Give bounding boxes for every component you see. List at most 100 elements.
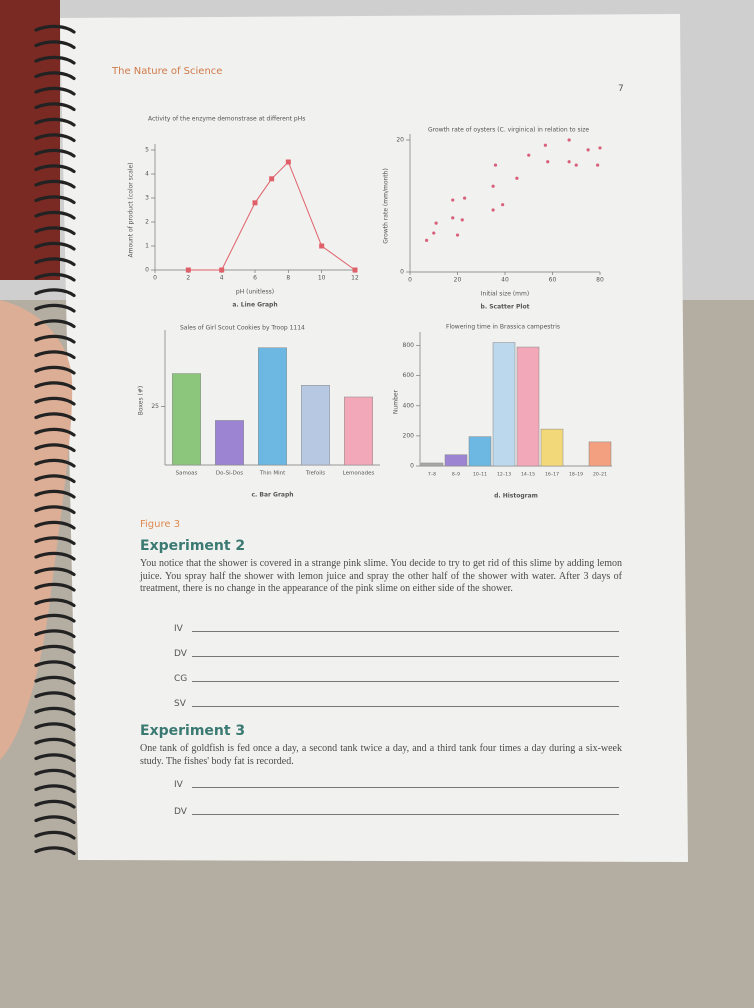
coil [34,179,76,189]
answer-line: SV [174,699,619,709]
x-tick-label: 8 [286,275,290,282]
coil [34,722,76,732]
x-tick-label: 14–15 [521,472,535,478]
scatter-point [596,163,600,167]
header-title: The Nature of Science [112,66,223,77]
coil [34,365,76,375]
coil [34,40,76,50]
coil [34,427,76,437]
rule [192,655,619,657]
coil [34,303,76,313]
coil [34,443,76,453]
y-axis-label: Growth rate (mm/month) [383,168,390,244]
coil [34,195,76,205]
blank-label: CG [174,674,188,684]
scatter-point [574,163,578,167]
coil [34,737,76,747]
data-point [285,159,291,165]
data-point [319,243,325,249]
scatter-point [451,216,455,220]
coil [34,520,76,530]
coil [34,846,76,856]
blank-label: DV [174,807,187,817]
histogram-bar [444,454,468,467]
chart-caption: a. Line Graph [232,302,277,309]
y-tick-label: 0 [400,269,404,276]
coil [34,598,76,608]
coil [34,784,76,794]
data-point [352,267,358,273]
x-tick-label: 40 [501,277,509,284]
bar [258,347,287,466]
scatter-point [432,231,436,235]
x-tick-label: 20 [454,277,462,284]
coil [34,55,76,65]
chart-title: Growth rate of oysters (C. virginica) in… [428,127,589,134]
chart-title: Flowering time in Brassica campestris [446,324,560,331]
scatter-point [567,160,571,164]
y-axis-label: Amount of product (color scale) [128,163,135,258]
x-tick-label: 60 [549,277,557,284]
coil [34,272,76,282]
x-tick-label: 10–11 [473,472,487,478]
y-tick-label: 3 [145,195,149,202]
coil [34,629,76,639]
data-point [252,200,258,206]
histogram-bar [492,342,516,467]
x-tick-label: Thin Mint [259,471,286,477]
x-tick-label: 2 [186,275,190,282]
coil [34,644,76,654]
chart-caption: d. Histogram [494,493,538,500]
scatter-point [434,221,438,225]
histogram-bar [516,346,540,467]
coil [34,551,76,561]
chart-caption: b. Scatter Plot [481,304,530,311]
chart-caption: c. Bar Graph [251,492,293,499]
bar [172,373,201,466]
x-tick-label: 12–13 [497,472,511,478]
experiment-title: Experiment 3 [140,723,246,739]
scatter-point [455,233,460,237]
y-tick-label: 25 [151,403,159,410]
histogram-bar [540,428,564,467]
coil [34,102,76,112]
answer-line: IV [174,780,619,790]
coil [34,815,76,825]
coil [34,582,76,592]
coil [34,148,76,158]
page-number: 7 [618,84,624,94]
scatter-point [543,143,547,147]
bar [215,420,244,466]
x-tick-label: 16–17 [545,472,559,478]
x-tick-label: 8–9 [452,472,460,478]
coil [34,458,76,468]
y-axis-label: Boxes (#) [138,386,145,415]
chart-title: Activity of the enzyme demonstrase at di… [148,116,305,123]
coil [34,536,76,546]
experiment-text: One tank of goldfish is fed once a day, … [140,743,622,767]
coil [34,334,76,344]
figure-label: Figure 3 [140,519,181,530]
coil [34,226,76,236]
x-tick-label: Trefoils [305,471,325,477]
coil [34,799,76,809]
x-tick-label: 0 [153,275,157,282]
x-tick-label: 6 [253,275,257,282]
scatter-point [546,160,550,164]
x-tick-label: Lemonades [343,471,375,477]
y-tick-label: 0 [145,267,149,274]
sheet [60,14,688,862]
answer-line: CG [174,674,619,684]
scatter-point [527,153,531,157]
coil [34,210,76,220]
x-tick-label: 0 [408,277,412,284]
scatter-point [501,203,505,207]
x-tick-label: 20–21 [593,472,607,478]
coil [34,241,76,251]
scatter-point [598,146,602,150]
coil [34,257,76,267]
scatter-point [567,138,571,142]
bar [301,385,330,466]
answer-line: DV [174,807,619,817]
